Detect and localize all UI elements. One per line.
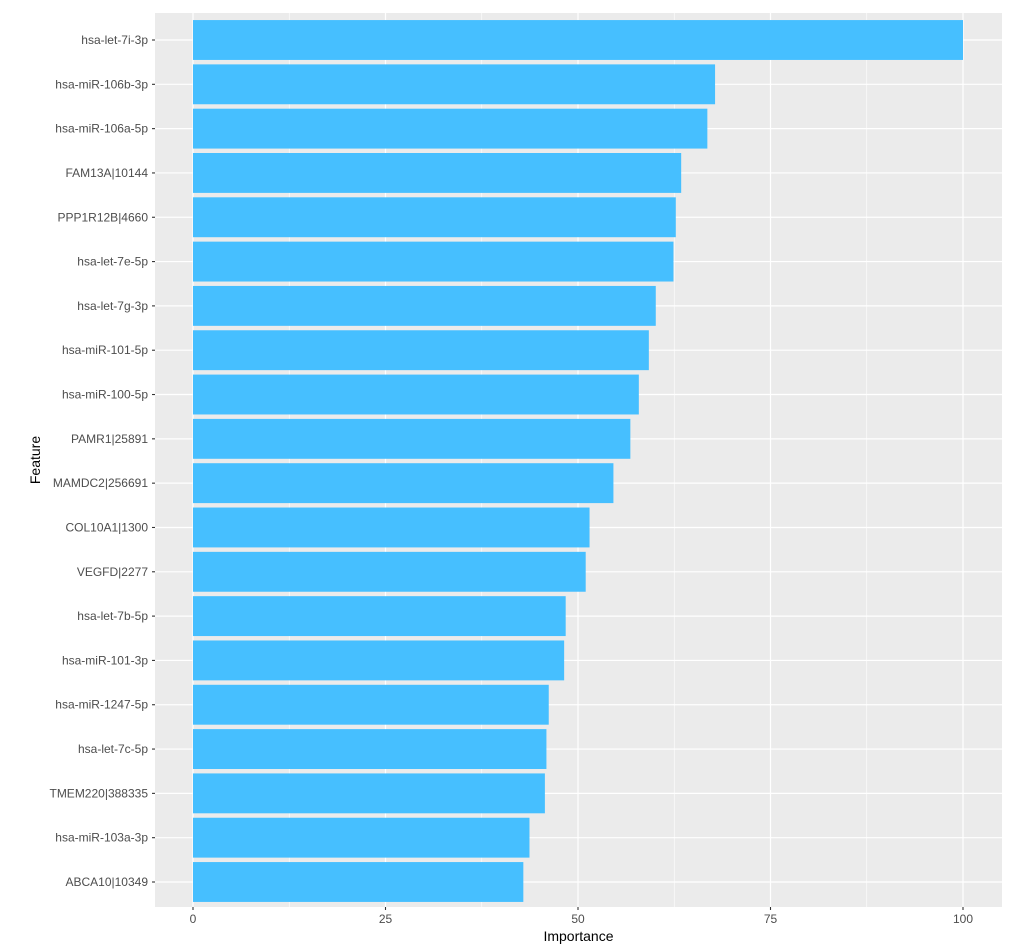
x-tick-label: 75 xyxy=(764,912,778,926)
bar xyxy=(193,153,682,193)
bar xyxy=(193,551,586,592)
bar xyxy=(193,773,545,814)
y-tick-label: hsa-let-7c-5p xyxy=(78,742,148,756)
bar xyxy=(193,241,674,282)
y-tick-label: TMEM220|388335 xyxy=(49,786,148,800)
y-tick-label: hsa-miR-106b-3p xyxy=(55,77,148,91)
bar xyxy=(193,684,549,725)
bar xyxy=(193,285,656,326)
x-axis: 0 25 50 75 100 xyxy=(190,907,973,926)
x-tick-label: 0 xyxy=(190,912,197,926)
y-tick-label: FAM13A|10144 xyxy=(65,166,148,180)
y-tick-label: hsa-let-7e-5p xyxy=(77,255,148,269)
y-tick-label: hsa-miR-103a-3p xyxy=(55,831,148,845)
y-tick-label: hsa-miR-101-3p xyxy=(62,653,148,667)
bar xyxy=(193,374,639,415)
bar xyxy=(193,64,716,105)
y-tick-label: COL10A1|1300 xyxy=(65,520,148,534)
y-axis-title: Feature xyxy=(27,436,43,484)
y-tick-label: hsa-let-7i-3p xyxy=(81,33,148,47)
y-tick-label: PPP1R12B|4660 xyxy=(57,210,148,224)
bar xyxy=(193,330,649,371)
bar xyxy=(193,640,565,681)
bar xyxy=(193,418,631,459)
x-axis-title: Importance xyxy=(543,928,613,944)
y-axis: hsa-let-7i-3p hsa-miR-106b-3p hsa-miR-106a… xyxy=(49,33,155,889)
bar xyxy=(193,862,524,902)
x-tick-label: 50 xyxy=(571,912,585,926)
y-tick-label: VEGFD|2277 xyxy=(77,565,148,579)
bar xyxy=(193,20,963,60)
y-tick-label: hsa-miR-101-5p xyxy=(62,343,148,357)
y-tick-label: hsa-miR-1247-5p xyxy=(55,698,148,712)
x-tick-label: 25 xyxy=(379,912,393,926)
bars xyxy=(193,20,963,902)
y-tick-label: hsa-miR-106a-5p xyxy=(55,122,148,136)
bar xyxy=(193,729,547,769)
bar xyxy=(193,596,566,637)
x-tick-label: 100 xyxy=(953,912,973,926)
y-tick-label: PAMR1|25891 xyxy=(71,432,148,446)
bar xyxy=(193,507,590,548)
bar xyxy=(193,463,614,504)
y-tick-label: ABCA10|10349 xyxy=(65,875,148,889)
y-tick-label: hsa-miR-100-5p xyxy=(62,388,148,402)
bar xyxy=(193,108,708,149)
y-tick-label: hsa-let-7g-3p xyxy=(77,299,148,313)
y-tick-label: hsa-let-7b-5p xyxy=(77,609,148,623)
y-tick-label: MAMDC2|256691 xyxy=(53,476,148,490)
bar xyxy=(193,197,676,238)
bar xyxy=(193,817,530,858)
